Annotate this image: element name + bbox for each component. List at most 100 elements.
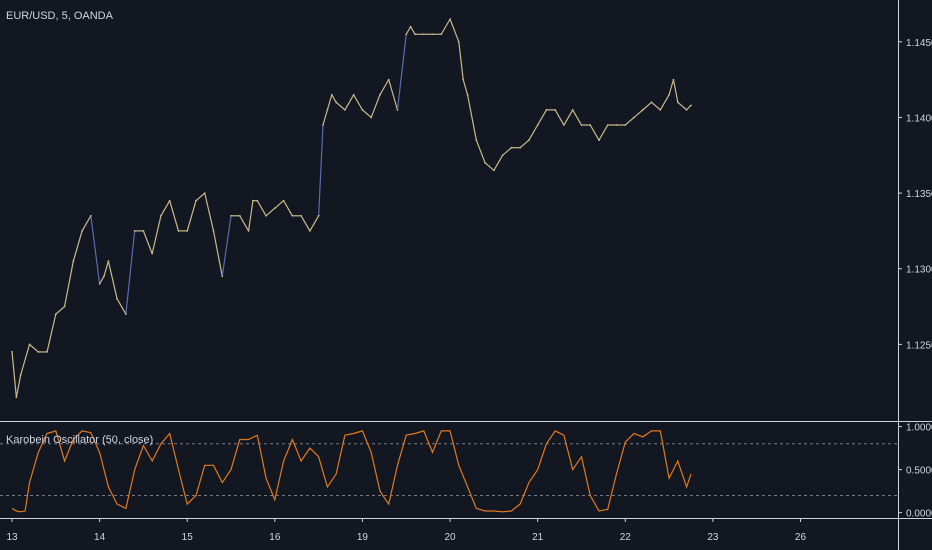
price-point — [107, 260, 110, 263]
price-segment — [99, 275, 105, 285]
price-point — [63, 305, 66, 308]
price-point — [633, 116, 635, 119]
price-segment — [169, 200, 180, 232]
price-point — [370, 116, 373, 119]
price-segment — [563, 109, 574, 126]
price-segment — [20, 344, 31, 375]
price-point — [282, 199, 285, 202]
price-pane — [11, 18, 692, 399]
price-segment — [300, 215, 311, 232]
price-segment — [466, 94, 477, 141]
price-segment — [81, 215, 92, 232]
price-point — [195, 199, 197, 202]
price-point — [28, 343, 31, 346]
price-point — [519, 146, 522, 149]
price-point — [466, 93, 469, 96]
price-point — [103, 275, 105, 278]
time-tick-label: 15 — [182, 532, 194, 543]
price-point — [142, 230, 145, 232]
price-point — [501, 154, 504, 157]
price-segment — [107, 261, 118, 300]
price-point — [650, 101, 653, 104]
price-segment — [142, 230, 153, 254]
price-point — [308, 230, 311, 232]
price-segment — [362, 109, 372, 118]
price-point — [598, 139, 600, 142]
price-point — [335, 101, 338, 104]
price-segment — [239, 215, 250, 232]
price-point — [256, 199, 259, 202]
price-segment — [15, 374, 22, 398]
price-segment — [502, 147, 512, 156]
time-tick-label: 13 — [6, 532, 18, 543]
price-point — [330, 93, 333, 96]
price-point — [124, 313, 127, 316]
price-segment — [212, 230, 223, 277]
price-segment — [440, 18, 451, 35]
chart-title: EUR/USD, 5, OANDA — [6, 10, 113, 22]
price-point — [238, 214, 241, 217]
price-point — [409, 25, 412, 28]
price-segment — [151, 215, 162, 254]
price-segment — [103, 260, 109, 277]
price-point — [527, 139, 530, 142]
price-point — [690, 104, 692, 107]
price-segment — [186, 200, 197, 232]
price-segment — [283, 200, 293, 217]
price-point — [387, 78, 390, 81]
price-point — [247, 230, 250, 232]
price-point — [11, 351, 13, 353]
price-segment — [475, 139, 486, 164]
price-point — [624, 124, 627, 126]
price-segment — [554, 109, 565, 126]
price-segment — [309, 215, 320, 232]
price-segment — [379, 79, 390, 96]
price-segment — [572, 109, 582, 126]
price-tick-label: 1.13000 — [906, 265, 932, 276]
time-tick-label: 20 — [444, 532, 456, 543]
price-point — [615, 124, 618, 126]
price-segment — [322, 109, 328, 126]
price-point — [668, 93, 670, 96]
time-tick-label: 26 — [795, 532, 807, 543]
price-segment — [370, 94, 381, 118]
price-point — [168, 199, 171, 202]
price-point — [352, 93, 355, 96]
price-segment — [221, 215, 232, 277]
price-segment — [677, 101, 687, 111]
price-segment — [458, 41, 464, 80]
price-point — [475, 139, 478, 142]
price-point — [344, 108, 346, 111]
price-point — [252, 199, 254, 202]
price-segment — [589, 124, 600, 141]
price-point — [273, 207, 276, 210]
price-segment — [449, 18, 460, 43]
price-point — [563, 124, 565, 126]
price-segment — [55, 306, 65, 315]
price-point — [545, 108, 548, 111]
price-segment — [624, 117, 635, 126]
price-segment — [528, 124, 539, 141]
price-segment — [686, 104, 692, 111]
price-point — [484, 161, 486, 164]
price-tick-label: 1.14500 — [906, 38, 932, 49]
price-segment — [484, 162, 495, 171]
price-segment — [462, 79, 469, 95]
price-point — [291, 214, 294, 217]
price-segment — [274, 200, 284, 209]
price-point — [46, 351, 48, 353]
price-point — [659, 108, 662, 111]
price-point — [379, 93, 381, 96]
price-segment — [90, 215, 101, 284]
oscillator-title: Karobein Oscillator (50, close) — [6, 434, 154, 446]
price-tick-label: 1.12500 — [906, 340, 932, 351]
price-point — [536, 124, 539, 126]
price-point — [212, 230, 215, 232]
time-tick-label: 21 — [532, 532, 544, 543]
price-segment — [29, 343, 39, 353]
price-segment — [410, 26, 416, 35]
price-point — [440, 33, 443, 36]
